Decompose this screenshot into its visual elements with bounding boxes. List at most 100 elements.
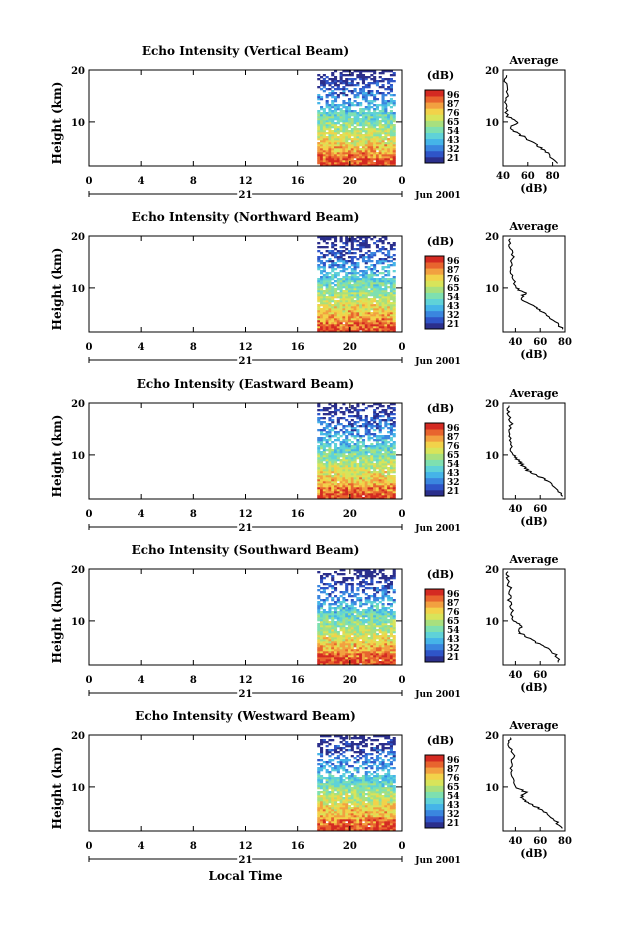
heatmap-cell xyxy=(347,150,352,153)
heatmap-cell xyxy=(317,487,321,490)
heatmap-cell xyxy=(331,148,335,151)
heatmap-cell xyxy=(384,589,388,592)
heatmap-cell xyxy=(325,491,329,494)
heatmap-cell xyxy=(325,154,329,157)
heatmap-cell xyxy=(378,298,382,301)
heatmap-cell xyxy=(350,140,354,143)
heatmap-cell xyxy=(325,575,329,578)
heatmap-cell xyxy=(370,152,374,155)
heatmap-cell xyxy=(356,116,360,119)
heatmap-cell xyxy=(378,645,382,648)
heatmap-cell xyxy=(334,451,338,454)
heatmap-cell xyxy=(347,627,352,630)
heatmap-cell xyxy=(373,447,377,450)
heatmap-cell xyxy=(328,413,332,416)
heatmap-cell xyxy=(361,575,366,578)
heatmap-cell xyxy=(370,653,374,656)
heatmap-cell xyxy=(378,425,382,428)
heatmap-cell xyxy=(345,805,349,808)
heatmap-cell xyxy=(331,441,335,444)
heatmap-cell xyxy=(389,605,393,608)
heatmap-cell xyxy=(384,623,388,626)
heatmap-cell xyxy=(328,306,332,309)
heatmap-cell xyxy=(381,312,385,315)
heatmap-cell xyxy=(353,627,357,630)
heatmap-cell xyxy=(373,809,377,812)
heatmap-cell xyxy=(350,661,354,664)
heatmap-cell xyxy=(336,272,340,275)
heatmap-cell xyxy=(364,631,368,634)
heatmap-cell xyxy=(370,459,374,462)
heatmap-cell xyxy=(384,621,388,624)
heatmap-cell xyxy=(373,491,377,494)
heatmap-cell xyxy=(361,70,366,73)
heatmap-cell xyxy=(325,146,329,149)
heatmap-cell xyxy=(350,449,354,452)
heatmap-cell xyxy=(339,601,343,604)
heatmap-cell xyxy=(350,419,354,422)
heatmap-cell xyxy=(320,445,324,448)
heatmap-cell xyxy=(389,324,393,327)
heatmap-cell xyxy=(328,483,332,486)
heatmap-cell xyxy=(378,641,382,644)
heatmap-cell xyxy=(373,621,377,624)
heatmap-cell xyxy=(389,829,393,832)
heatmap-cell xyxy=(359,78,363,81)
heatmap-cell xyxy=(392,312,396,315)
heatmap-cell xyxy=(317,613,321,616)
heatmap-cell xyxy=(322,655,326,658)
heatmap-cell xyxy=(320,643,324,646)
heatmap-cell xyxy=(370,453,374,456)
heatmap-cell xyxy=(353,821,357,824)
heatmap-cell xyxy=(375,645,380,648)
heatmap-cell xyxy=(367,485,371,488)
heatmap-cell xyxy=(328,150,332,153)
heatmap-cell xyxy=(317,268,321,271)
heatmap-cell xyxy=(347,114,352,117)
heatmap-cell xyxy=(353,238,357,241)
heatmap-cell xyxy=(381,467,385,470)
heatmap-cell xyxy=(375,451,380,454)
heatmap-cell xyxy=(320,284,324,287)
heatmap-cell xyxy=(328,134,332,137)
heatmap-cell xyxy=(347,583,352,586)
average-y-tick-label: 10 xyxy=(485,617,499,628)
heatmap-cell xyxy=(356,134,360,137)
heatmap-cell xyxy=(325,282,329,285)
heatmap-cell xyxy=(325,827,329,830)
heatmap-cell xyxy=(322,417,326,420)
heatmap-cell xyxy=(378,577,382,580)
heatmap-cell xyxy=(361,302,366,305)
heatmap-cell xyxy=(392,290,396,293)
heatmap-cell xyxy=(331,599,335,602)
heatmap-cell xyxy=(384,493,388,496)
heatmap-cell xyxy=(359,124,363,127)
heatmap-cell xyxy=(364,92,368,95)
heatmap-cell xyxy=(389,661,393,664)
colorbar-segment xyxy=(425,459,444,466)
heatmap-cell xyxy=(359,823,363,826)
heatmap-cell xyxy=(378,288,382,291)
heatmap-cell xyxy=(361,246,366,249)
heatmap-cell xyxy=(367,799,371,802)
heatmap-cell xyxy=(375,328,380,331)
heatmap-cell xyxy=(350,318,354,321)
heatmap-cell xyxy=(375,445,380,448)
heatmap-cell xyxy=(373,326,377,329)
colorbar-tick-label: 96 xyxy=(447,424,460,434)
heatmap-cell xyxy=(347,138,352,141)
heatmap-cell xyxy=(322,805,326,808)
heatmap-cell xyxy=(381,126,385,129)
heatmap-cell xyxy=(367,661,371,664)
heatmap-cell xyxy=(387,254,391,257)
heatmap-cell xyxy=(367,633,371,636)
heatmap-cell xyxy=(370,807,374,810)
heatmap-cell xyxy=(334,110,338,113)
heatmap-cell xyxy=(345,407,349,410)
heatmap-cell xyxy=(339,74,343,77)
heatmap-cell xyxy=(361,308,366,311)
heatmap-cell xyxy=(384,134,388,137)
heatmap-cell xyxy=(325,316,329,319)
heatmap-cell xyxy=(359,134,363,137)
heatmap-cell xyxy=(331,150,335,153)
